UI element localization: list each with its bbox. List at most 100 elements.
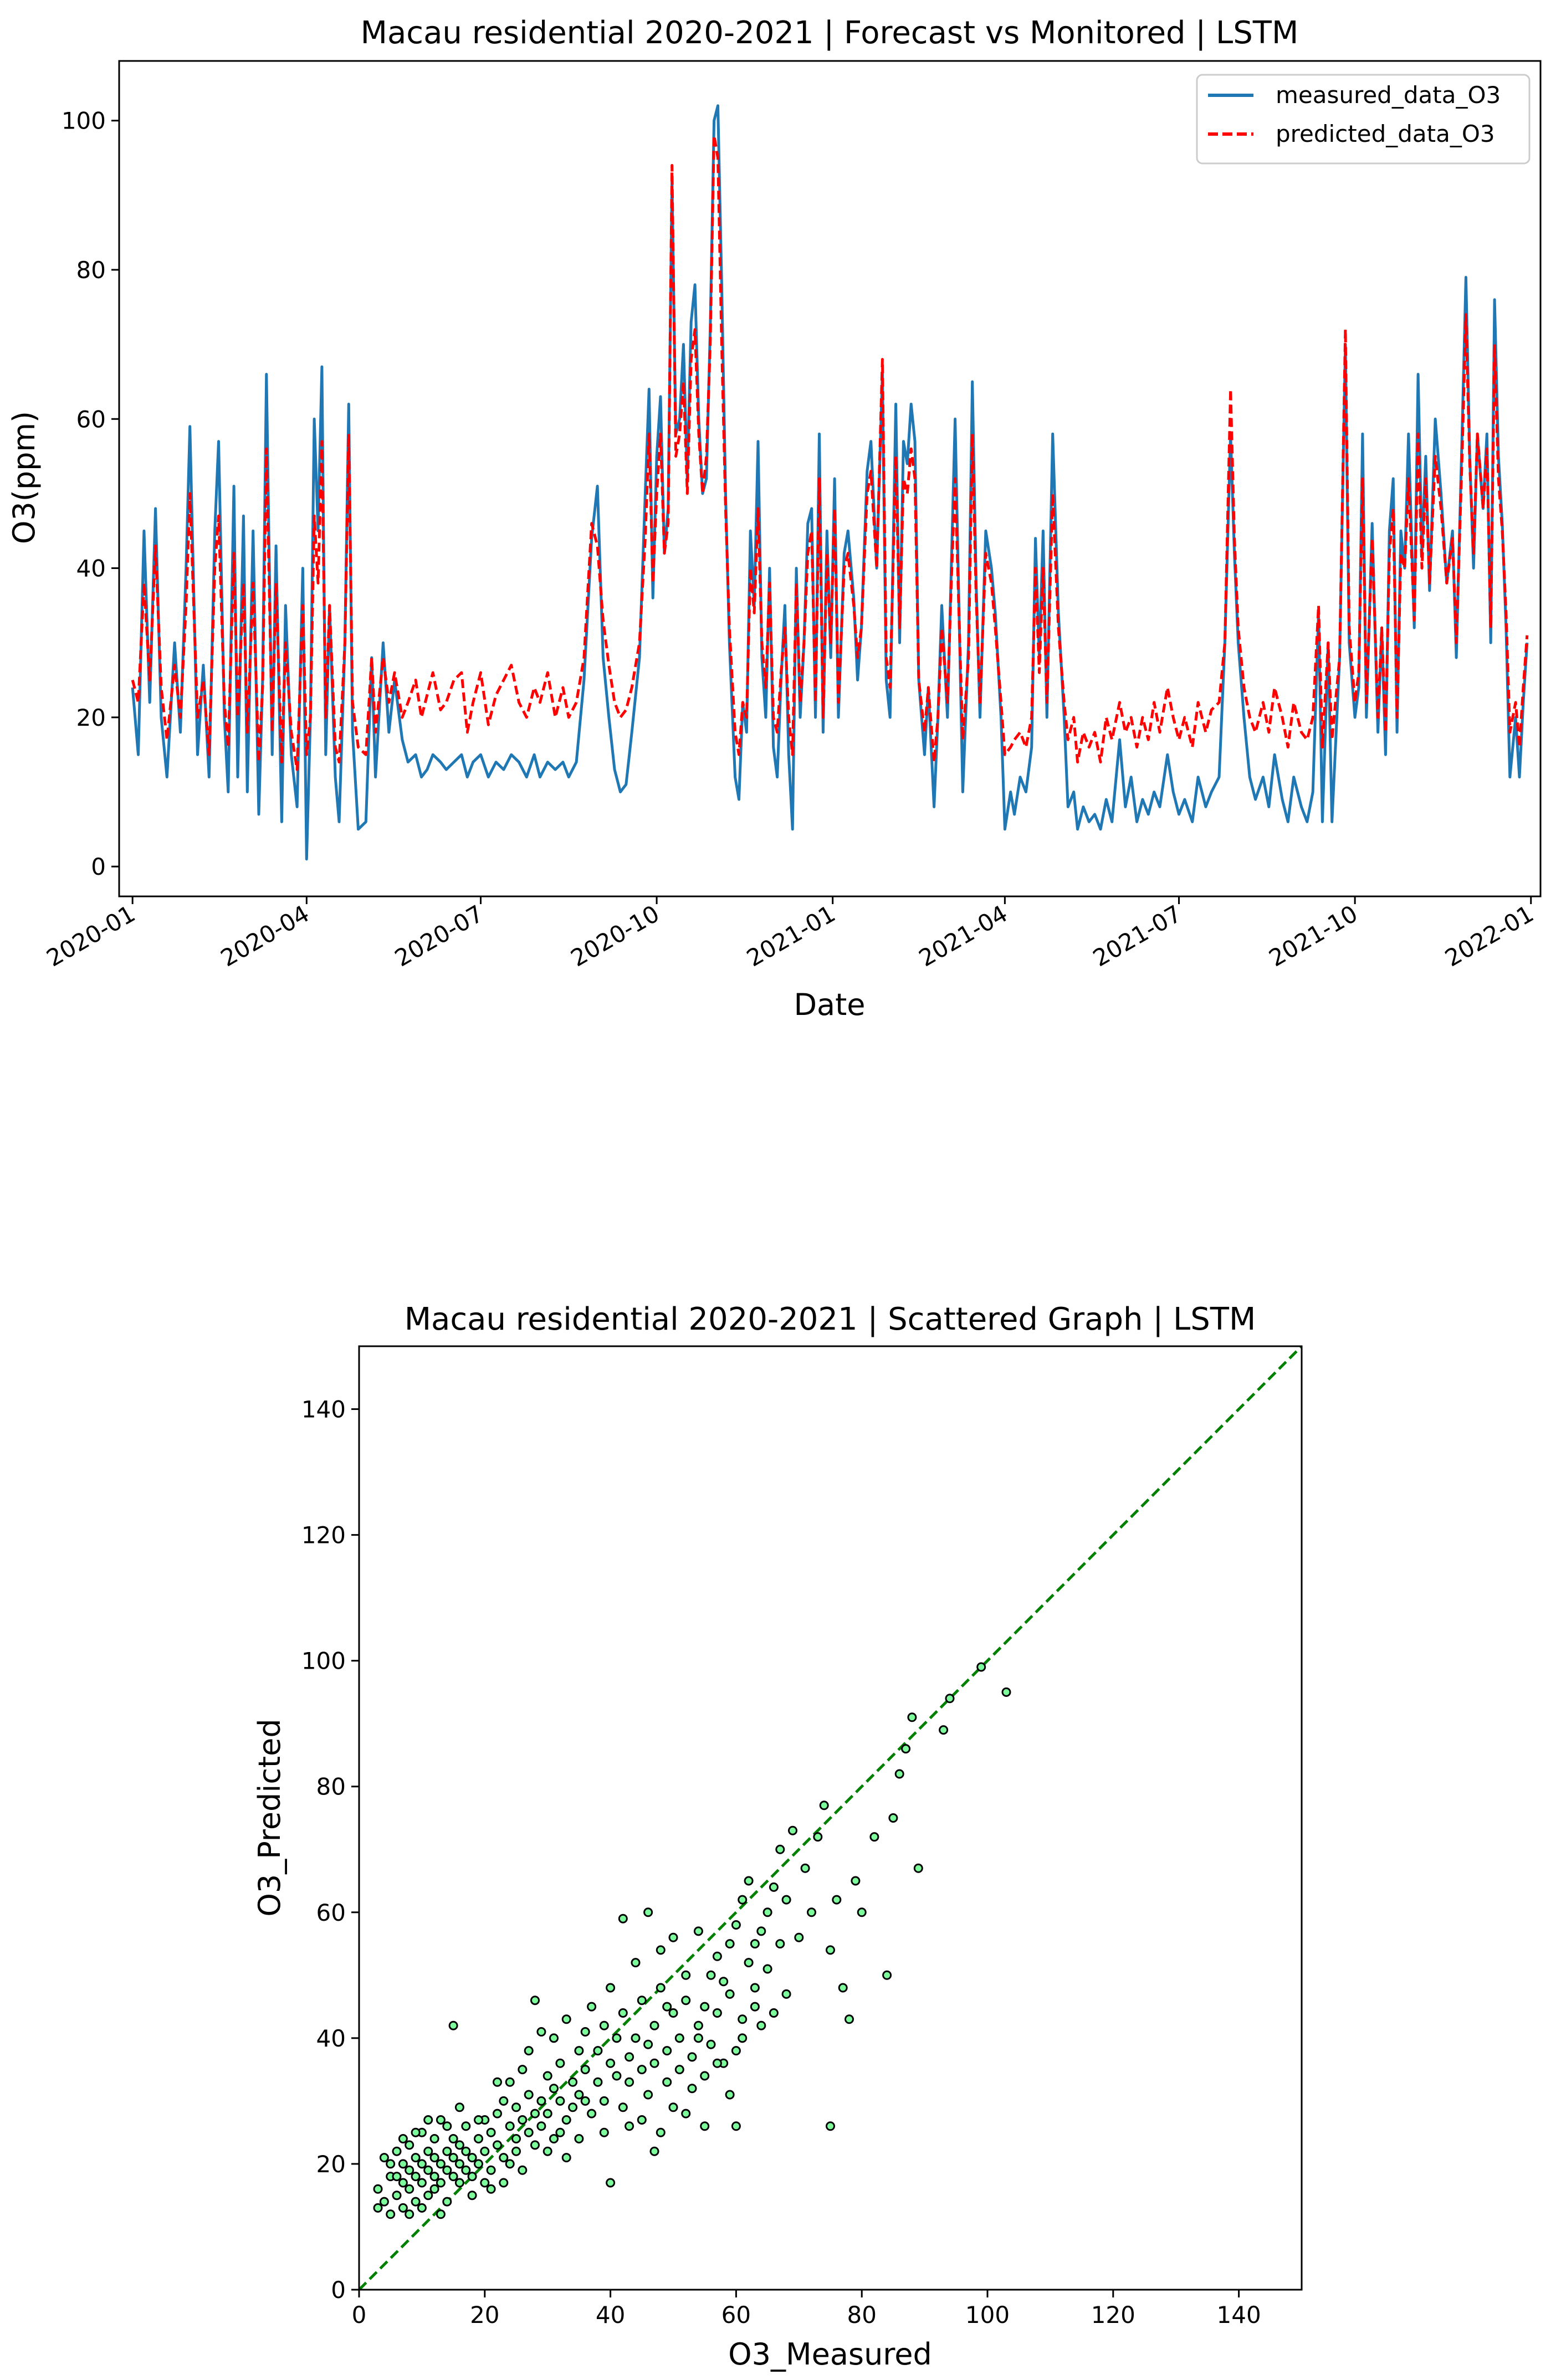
scatter-xtick-label-6: 120 — [1091, 2301, 1135, 2328]
scatter-point — [386, 2209, 396, 2219]
scatter-point — [781, 1989, 791, 1999]
scatter-point — [719, 1977, 729, 1987]
scatter-point — [851, 1876, 861, 1886]
scatter-point — [530, 1996, 540, 2005]
scatter-point — [536, 2096, 546, 2106]
scatter-point — [511, 2102, 521, 2112]
scatter-point — [392, 2191, 402, 2201]
line-chart-legend: measured_data_O3 predicted_data_O3 — [1196, 74, 1531, 165]
scatter-point — [493, 2140, 502, 2150]
scatter-chart-xlabel: O3_Measured — [728, 2337, 932, 2372]
scatter-point — [574, 2046, 584, 2056]
scatter-point — [712, 2058, 722, 2068]
scatter-point — [493, 2077, 502, 2087]
line-chart-ticks: 0 20 40 60 80 100 2020-01 2020-04 2020-07 2020-10… — [42, 107, 1538, 972]
scatter-point — [411, 2172, 421, 2182]
series-line-predicted-data-o3 — [131, 134, 1529, 771]
scatter-point — [423, 2115, 433, 2125]
scatter-point — [448, 2153, 458, 2163]
scatter-point — [542, 2146, 552, 2156]
scatter-point — [775, 1939, 785, 1949]
scatter-point — [725, 1989, 735, 1999]
scatter-point — [731, 2121, 741, 2131]
scatter-point — [637, 2065, 647, 2075]
scatter-point — [788, 1825, 797, 1835]
scatter-point — [832, 1895, 842, 1905]
scatter-point — [888, 1813, 898, 1823]
series-line-measured-data-o3 — [131, 104, 1529, 861]
scatter-point — [474, 2115, 483, 2125]
scatter-point — [405, 2140, 414, 2150]
scatter-point — [744, 1958, 754, 1968]
scatter-point — [612, 2071, 622, 2081]
scatter-point — [505, 2121, 515, 2131]
scatter-point — [631, 1958, 641, 1968]
scatter-point — [587, 2109, 597, 2119]
legend-box — [1196, 74, 1531, 165]
scatter-point — [769, 2008, 779, 2018]
scatter-point — [775, 1844, 785, 1854]
scatter-point — [744, 1876, 754, 1886]
scatter-point — [467, 2191, 477, 2201]
scatter-points — [373, 1662, 1011, 2219]
scatter-point — [750, 1939, 760, 1949]
scatter-point — [913, 1863, 923, 1873]
legend-predicted-label: predicted_data_O3 — [1276, 120, 1495, 147]
line-chart-xtick-label-6: 2021-07 — [1088, 900, 1186, 972]
scatter-point — [618, 1914, 628, 1924]
scatter-point — [461, 2146, 471, 2156]
line-chart-ytick-label-5: 100 — [62, 107, 106, 135]
scatter-point — [499, 2096, 509, 2106]
scatter-point — [411, 2127, 421, 2137]
scatter-point — [781, 1895, 791, 1905]
line-chart-ytick-label-2: 40 — [76, 555, 106, 582]
scatter-point — [606, 1983, 616, 1993]
scatter-point — [599, 2096, 609, 2106]
scatter-point — [750, 1983, 760, 1993]
scatter-point — [706, 1970, 716, 1980]
scatter-point — [429, 2134, 439, 2143]
scatter-point — [524, 2046, 534, 2056]
scatter-ytick-label-0: 0 — [331, 2276, 346, 2304]
scatter-point — [656, 2127, 666, 2137]
scatter-point — [467, 2172, 477, 2182]
scatter-point — [454, 2159, 464, 2169]
scatter-point — [442, 2197, 452, 2207]
scatter-point — [524, 2090, 534, 2100]
scatter-point — [800, 1863, 810, 1873]
scatter-ytick-label-4: 80 — [316, 1773, 346, 1801]
line-chart-ytick-label-1: 20 — [76, 704, 106, 731]
scatter-point — [461, 2165, 471, 2175]
scatter-point — [411, 2197, 421, 2207]
scatter-point — [606, 2058, 616, 2068]
scatter-point — [656, 1983, 666, 1993]
scatter-point — [429, 2172, 439, 2182]
scatter-point — [423, 2191, 433, 2201]
scatter-point — [593, 2077, 603, 2087]
scatter-point — [712, 1951, 722, 1961]
scatter-point — [417, 2203, 427, 2213]
scatter-chart-frame — [358, 1345, 1303, 2291]
scatter-point — [555, 2096, 565, 2106]
scatter-point — [649, 2058, 659, 2068]
scatter-point — [530, 2140, 540, 2150]
line-chart-xlabel: Date — [794, 987, 865, 1022]
scatter-point — [649, 2146, 659, 2156]
scatter-point — [499, 2178, 509, 2188]
scatter-point — [454, 2102, 464, 2112]
scatter-point — [945, 1694, 955, 1704]
scatter-point — [493, 2109, 502, 2119]
scatter-point — [436, 2209, 446, 2219]
scatter-point — [379, 2153, 389, 2163]
scatter-point — [857, 1907, 867, 1917]
scatter-point — [662, 2077, 672, 2087]
scatter-point — [561, 2153, 571, 2163]
scatter-point — [976, 1662, 986, 1672]
scatter-point — [681, 2109, 691, 2119]
scatter-xtick-label-5: 100 — [965, 2301, 1010, 2328]
scatter-point — [612, 2033, 622, 2043]
scatter-point — [826, 1945, 835, 1955]
scatter-point — [436, 2159, 446, 2169]
scatter-point — [448, 2134, 458, 2143]
scatter-point — [700, 2071, 710, 2081]
